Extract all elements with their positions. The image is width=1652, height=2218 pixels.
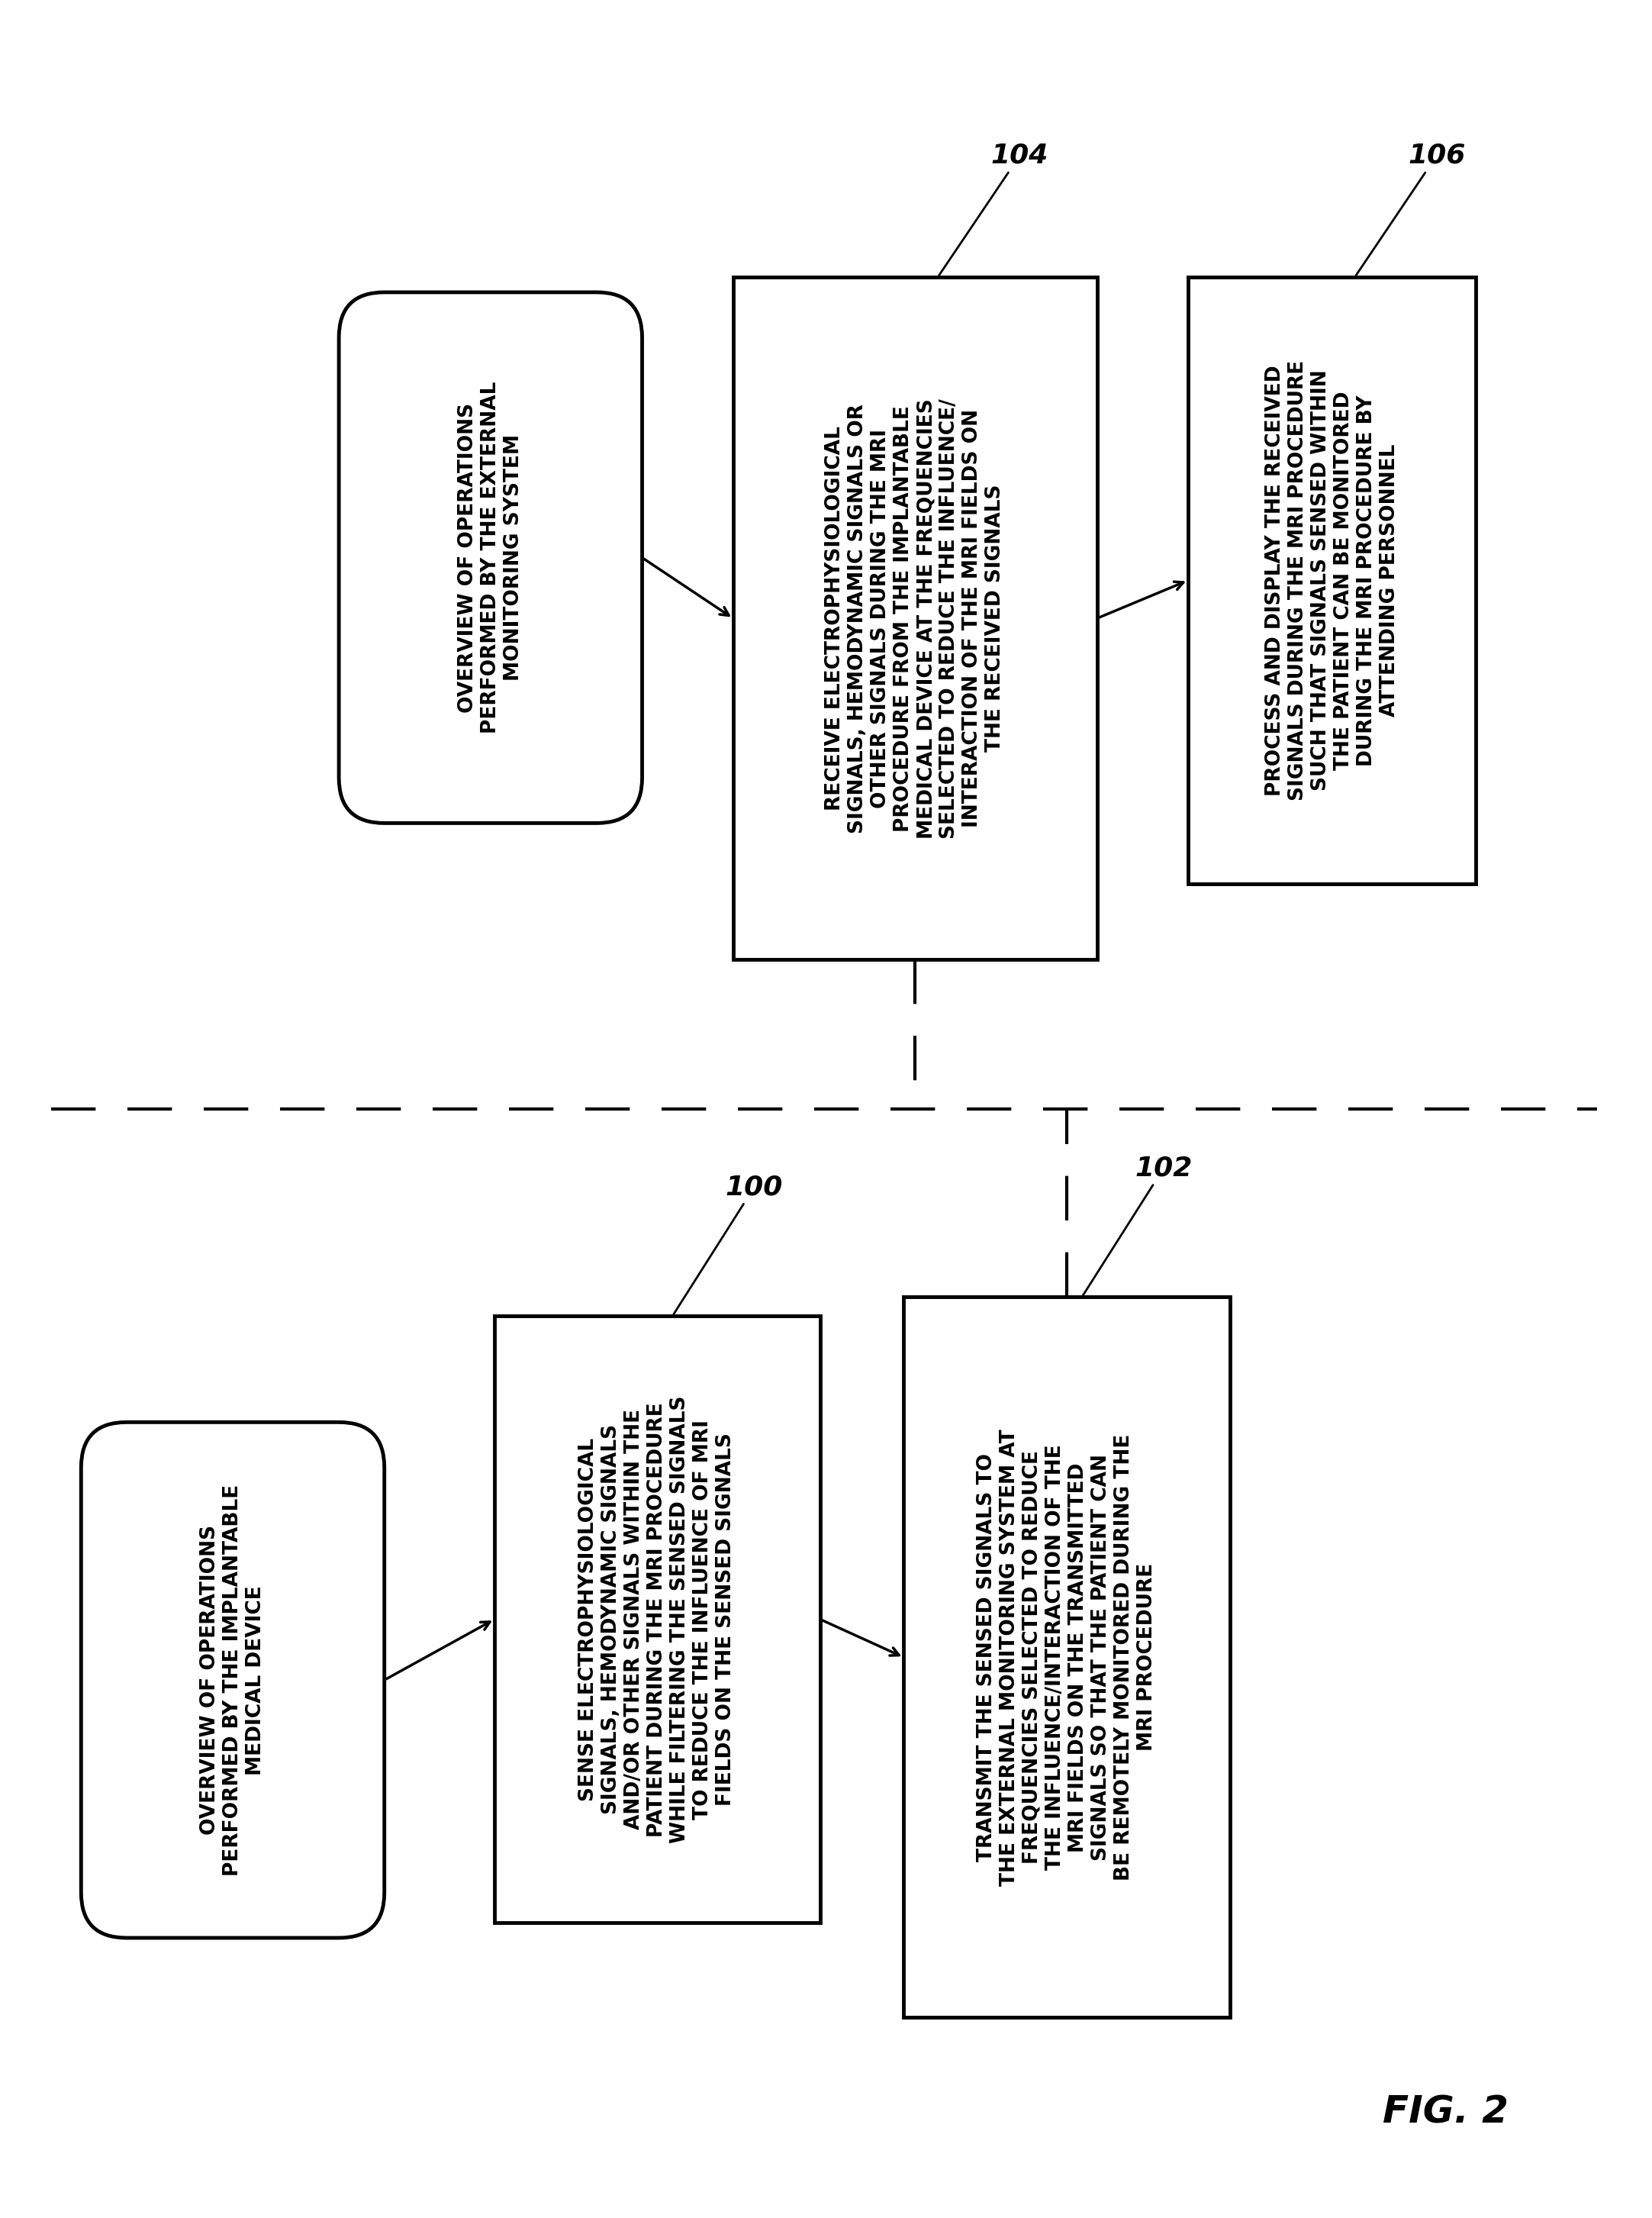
Text: RECEIVE ELECTROPHYSIOLOGICAL
SIGNALS, HEMODYNAMIC SIGNALS OR
OTHER SIGNALS DURIN: RECEIVE ELECTROPHYSIOLOGICAL SIGNALS, HE…: [824, 399, 1004, 838]
FancyBboxPatch shape: [494, 1315, 821, 1923]
FancyBboxPatch shape: [904, 1298, 1229, 2018]
Text: OVERVIEW OF OPERATIONS
PERFORMED BY THE IMPLANTABLE
MEDICAL DEVICE: OVERVIEW OF OPERATIONS PERFORMED BY THE …: [200, 1484, 266, 1876]
Text: 102: 102: [1084, 1156, 1193, 1295]
FancyBboxPatch shape: [733, 277, 1097, 960]
Text: OVERVIEW OF OPERATIONS
PERFORMED BY THE EXTERNAL
MONITORING SYSTEM: OVERVIEW OF OPERATIONS PERFORMED BY THE …: [458, 381, 524, 734]
Text: TRANSMIT THE SENSED SIGNALS TO
THE EXTERNAL MONITORING SYSTEM AT
FREQUENCIES SEL: TRANSMIT THE SENSED SIGNALS TO THE EXTER…: [976, 1428, 1156, 1885]
Text: 106: 106: [1356, 142, 1465, 275]
Text: 100: 100: [674, 1173, 783, 1315]
Text: PROCESS AND DISPLAY THE RECEIVED
SIGNALS DURING THE MRI PROCEDURE
SUCH THAT SIGN: PROCESS AND DISPLAY THE RECEIVED SIGNALS…: [1265, 359, 1399, 801]
FancyBboxPatch shape: [339, 293, 643, 823]
Text: FIG. 2: FIG. 2: [1383, 2094, 1508, 2131]
Text: 104: 104: [938, 142, 1049, 275]
FancyBboxPatch shape: [1188, 277, 1477, 883]
FancyBboxPatch shape: [81, 1422, 385, 1939]
Text: SENSE ELECTROPHYSIOLOGICAL
SIGNALS, HEMODYNAMIC SIGNALS
AND/OR OTHER SIGNALS WIT: SENSE ELECTROPHYSIOLOGICAL SIGNALS, HEMO…: [578, 1395, 735, 1843]
